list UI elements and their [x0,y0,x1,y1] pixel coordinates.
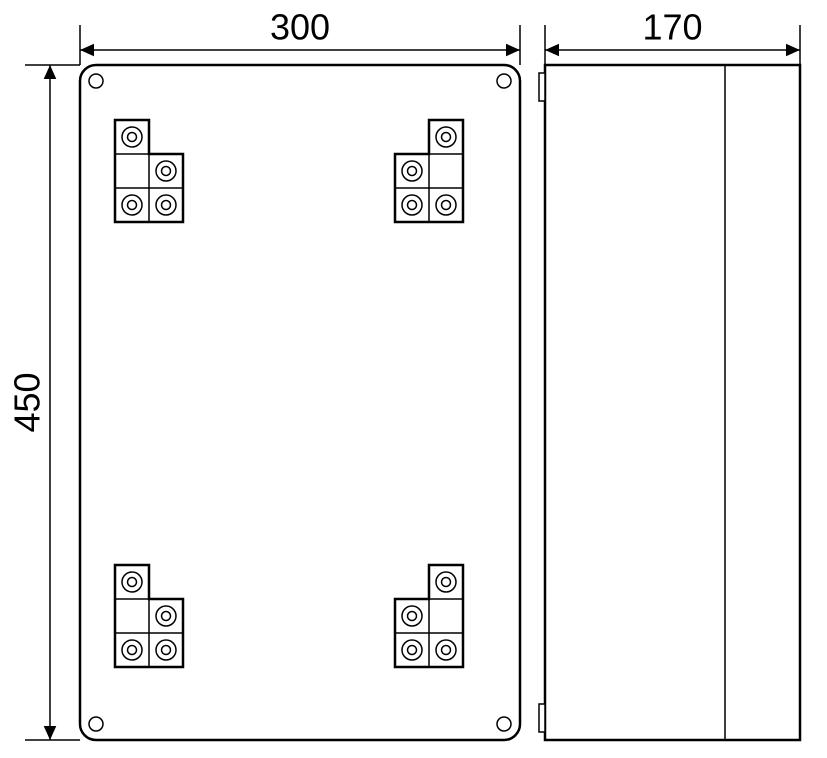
corner-hole [89,717,103,731]
corner-hole [497,717,511,731]
hinge-tab [539,73,545,101]
dim-height-label: 450 [7,372,48,432]
dim-depth-label: 170 [642,7,702,48]
corner-hole [497,74,511,88]
front-view [80,65,520,740]
side-view [539,65,800,740]
dim-width-label: 300 [270,7,330,48]
corner-hole [89,74,103,88]
hinge-tab [539,704,545,732]
